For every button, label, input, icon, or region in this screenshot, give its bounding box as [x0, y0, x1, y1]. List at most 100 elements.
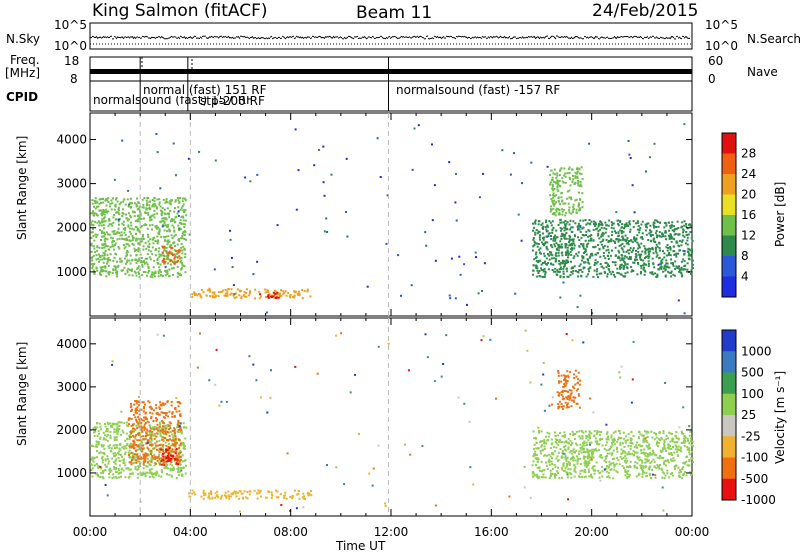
power-echo-cell: [182, 197, 184, 200]
velocity-echo-cell: [635, 475, 638, 478]
power-echo-cell: [556, 188, 559, 191]
nsky-trace-seg: [177, 36, 181, 40]
velocity-noise-cell: [433, 380, 436, 383]
velocity-echo-cell: [175, 410, 178, 413]
velocity-echo-cell: [118, 428, 121, 430]
power-echo-cell: [181, 237, 184, 240]
velocity-echo-cell: [169, 431, 172, 433]
velocity-echo-cell: [677, 438, 680, 441]
velocity-echo-cell: [670, 452, 673, 454]
velocity-echo-cell: [686, 455, 688, 458]
power-echo-cell: [688, 258, 691, 261]
velocity-echo-cell: [647, 454, 650, 457]
nsky-trace-seg: [421, 36, 425, 39]
velocity-echo-cell: [109, 467, 111, 470]
power-echo-cell: [144, 241, 147, 244]
nsky-trace-seg: [273, 36, 277, 39]
power-echo-cell: [553, 199, 555, 202]
velocity-echo-cell: [267, 490, 270, 493]
velocity-echo-cell: [563, 452, 566, 455]
power-echo-cell: [653, 225, 656, 228]
velocity-echo-cell: [577, 378, 579, 381]
power-echo-cell: [211, 294, 214, 297]
nsky-trace-seg: [511, 36, 515, 40]
power-echo-cell: [574, 222, 577, 225]
nsky-trace-seg: [283, 37, 287, 40]
velocity-echo-cell: [142, 401, 145, 404]
power-noise-cell: [413, 127, 416, 130]
velocity-echo-cell: [275, 496, 278, 499]
velocity-echo-cell: [635, 451, 637, 454]
power-echo-cell: [105, 210, 108, 213]
power-echo-cell: [102, 224, 105, 227]
power-echo-cell: [151, 273, 154, 276]
power-echo-cell: [298, 292, 301, 295]
velocity-echo-cell: [583, 470, 586, 473]
velocity-echo-cell: [587, 439, 590, 442]
power-echo-cell: [161, 207, 164, 210]
power-echo-cell: [92, 235, 95, 238]
power-echo-cell: [546, 224, 549, 227]
velocity-echo-cell: [116, 428, 119, 431]
velocity-echo-cell: [170, 455, 173, 457]
power-echo-cell: [573, 247, 576, 250]
velocity-echo-cell: [547, 435, 550, 438]
power-echo-cell: [179, 257, 181, 260]
power-echo-cell: [649, 233, 652, 236]
power-echo-cell: [539, 238, 541, 241]
power-echo-cell: [663, 226, 666, 229]
velocity-echo-cell: [128, 449, 131, 452]
power-echo-cell: [112, 216, 115, 219]
power-echo-cell: [127, 224, 130, 227]
velocity-echo-cell: [565, 382, 568, 385]
velocity-echo-cell: [124, 453, 126, 456]
velocity-echo-cell: [570, 399, 573, 402]
velocity-echo-cell: [136, 453, 139, 456]
power-echo-cell: [171, 219, 174, 222]
power-echo-cell: [578, 184, 581, 187]
power-noise-cell: [323, 230, 326, 233]
power-echo-cell: [641, 232, 644, 235]
velocity-echo-cell: [150, 434, 153, 437]
power-echo-cell: [575, 211, 578, 214]
power-echo-cell: [168, 275, 171, 278]
power-echo-cell: [111, 244, 114, 247]
power-echo-cell: [153, 213, 156, 216]
velocity-echo-cell: [151, 473, 153, 476]
power-echo-cell: [91, 228, 94, 231]
power-echo-cell: [146, 227, 149, 230]
power-echo-cell: [158, 255, 161, 258]
velocity-echo-cell: [544, 435, 547, 438]
velocity-echo-cell: [132, 439, 135, 442]
nsky-trace-seg: [487, 36, 491, 39]
nsky-trace-seg: [525, 36, 529, 39]
power-echo-cell: [614, 230, 616, 233]
power-echo-cell: [616, 271, 619, 274]
velocity-echo-cell: [139, 435, 142, 438]
velocity-echo-cell: [259, 489, 262, 492]
velocity-echo-cell: [533, 443, 536, 446]
power-echo-cell: [681, 239, 684, 242]
power-echo-cell: [623, 225, 626, 228]
power-echo-cell: [107, 201, 110, 203]
velocity-noise-cell: [111, 363, 114, 366]
power-echo-cell: [183, 223, 186, 226]
velocity-echo-cell: [598, 434, 601, 437]
power-echo-cell: [106, 262, 109, 265]
velocity-echo-cell: [540, 460, 543, 463]
power-noise-cell: [509, 173, 512, 176]
velocity-echo-cell: [533, 473, 536, 476]
power-echo-cell: [607, 224, 610, 227]
power-echo-cell: [174, 207, 176, 210]
velocity-echo-cell: [622, 442, 624, 445]
velocity-echo-cell: [113, 455, 115, 458]
velocity-echo-cell: [116, 430, 119, 433]
velocity-echo-cell: [241, 496, 244, 499]
power-echo-cell: [547, 268, 550, 271]
power-noise-cell: [127, 189, 130, 192]
power-echo-cell: [664, 275, 667, 278]
power-echo-cell: [570, 253, 573, 256]
power-echo-cell: [129, 227, 132, 230]
velocity-echo-cell: [166, 473, 168, 476]
